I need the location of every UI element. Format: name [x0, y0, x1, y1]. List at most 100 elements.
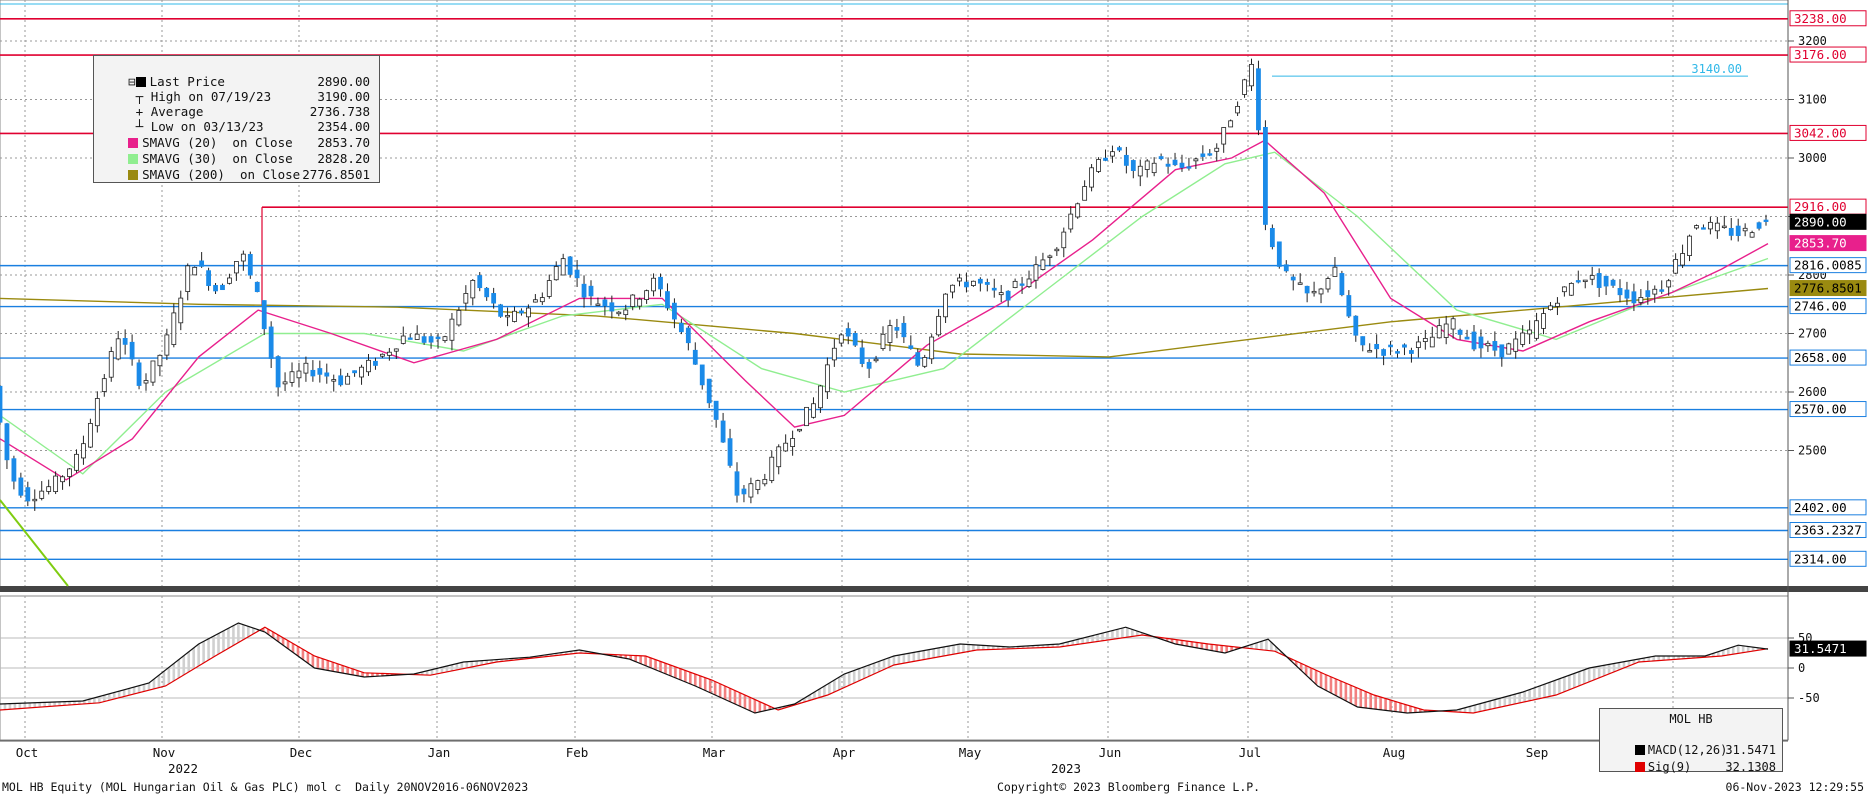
candle-down [964, 281, 969, 288]
trend-line [0, 499, 69, 587]
candle-down [11, 458, 17, 482]
candle-down [491, 293, 497, 304]
candle-up [616, 311, 622, 315]
footer-copyright: Copyright© 2023 Bloomberg Finance L.P. [997, 780, 1261, 794]
candle-down [1276, 241, 1282, 267]
footer-timestamp: 06-Nov-2023 12:29:55 [1725, 780, 1864, 794]
macd-series-value: 31.5471 [1725, 743, 1776, 757]
candle-up [1054, 248, 1060, 252]
candle-down [477, 275, 483, 289]
candle-down [206, 270, 211, 286]
support-tag [1789, 298, 1867, 315]
candle-up [1721, 225, 1727, 228]
candle-down [1728, 227, 1734, 236]
candle-up [1541, 313, 1546, 329]
candle-down [1346, 295, 1352, 317]
candle-down [727, 438, 733, 466]
candle-down [706, 378, 712, 404]
candle-up [442, 336, 448, 342]
axis-tick-label: 3200 [1798, 34, 1827, 48]
month-label: Feb [566, 745, 589, 760]
candle-up [87, 423, 93, 448]
macd-axis-label: 0 [1798, 661, 1805, 675]
legend-label: Last Price [149, 74, 225, 89]
candle-down [213, 285, 218, 292]
candle-up [797, 428, 802, 432]
candle-up [630, 294, 636, 307]
candle-up [1089, 167, 1094, 188]
macd-tag-label: 31.5471 [1794, 641, 1847, 656]
macd-legend-title: MOL HB [1669, 712, 1713, 726]
macd-series-name: MACD(12,26) [1647, 743, 1728, 757]
candle-down [498, 304, 504, 317]
resistance-tag-label: 3176.00 [1794, 47, 1847, 62]
candle-up [81, 443, 86, 459]
candle-down [421, 336, 427, 343]
resistance-tag [1789, 124, 1867, 141]
candle-down [852, 332, 858, 346]
resistance-tag-label: 2916.00 [1794, 199, 1847, 214]
legend-value: 2828.20 [317, 151, 370, 166]
candle-up [1680, 253, 1685, 266]
candle-down [268, 326, 274, 359]
candle-up [456, 310, 462, 326]
candle-up [546, 280, 552, 297]
legend-label: Low on 03/13/23 [150, 119, 264, 134]
candle-up [790, 438, 796, 447]
candle-up [1075, 203, 1081, 218]
candle-up [1707, 221, 1713, 230]
legend-swatch [128, 154, 139, 164]
candle-down [1395, 351, 1400, 354]
candle-up [240, 253, 246, 262]
support-tag [1789, 499, 1867, 516]
year-label: 2022 [168, 761, 198, 776]
candle-up [32, 498, 38, 502]
candle-down [859, 347, 865, 364]
support-tag-label: 2314.00 [1794, 551, 1847, 566]
support-tag [1789, 522, 1867, 539]
candle-down [1353, 315, 1359, 336]
candle-up [1485, 342, 1491, 347]
support-tag [1789, 349, 1867, 366]
candle-up [1742, 227, 1748, 232]
month-label: Apr [833, 745, 856, 760]
candle-up [150, 360, 156, 383]
candle-down [1617, 288, 1623, 296]
candle-up [1047, 255, 1053, 258]
sma200-line [0, 287, 1769, 358]
candle-down [713, 400, 719, 420]
candle-up [192, 266, 198, 276]
value-tag-label: 2853.70 [1794, 236, 1847, 251]
axis-tick-label: 2500 [1798, 444, 1827, 458]
candle-down [977, 278, 983, 284]
candle-up [393, 348, 399, 352]
candle-up [1652, 288, 1658, 295]
candle-down [1130, 160, 1136, 171]
candle-up [282, 381, 288, 385]
legend: ⊟ Last Price 2890.00 ┬ High on 07/19/23 319… [93, 55, 380, 183]
legend-label: Average [150, 104, 204, 119]
candle-up [922, 357, 928, 367]
candle-up [1506, 343, 1512, 355]
candle-up [762, 478, 768, 485]
candle-up [1749, 232, 1755, 238]
candle-up [289, 371, 295, 383]
candle-down [1269, 227, 1275, 248]
candle-down [1339, 273, 1345, 296]
candle-up [157, 354, 163, 367]
legend-value: 2853.70 [317, 135, 370, 150]
candle-down [1478, 336, 1484, 349]
macd-legend-row: MACD(12,26) 31.5471 [1606, 729, 1776, 771]
candle-up [1318, 288, 1324, 295]
candle-up [303, 362, 309, 374]
candle-up [838, 334, 844, 344]
value-tag [1789, 280, 1867, 297]
candle-up [1638, 297, 1644, 303]
candle-up [233, 261, 239, 274]
candle-up [644, 290, 650, 300]
candle-up [1527, 329, 1533, 335]
candle-up [755, 480, 761, 490]
candle-up [366, 359, 371, 373]
support-tag [1789, 550, 1867, 567]
candle-up [1249, 63, 1254, 87]
